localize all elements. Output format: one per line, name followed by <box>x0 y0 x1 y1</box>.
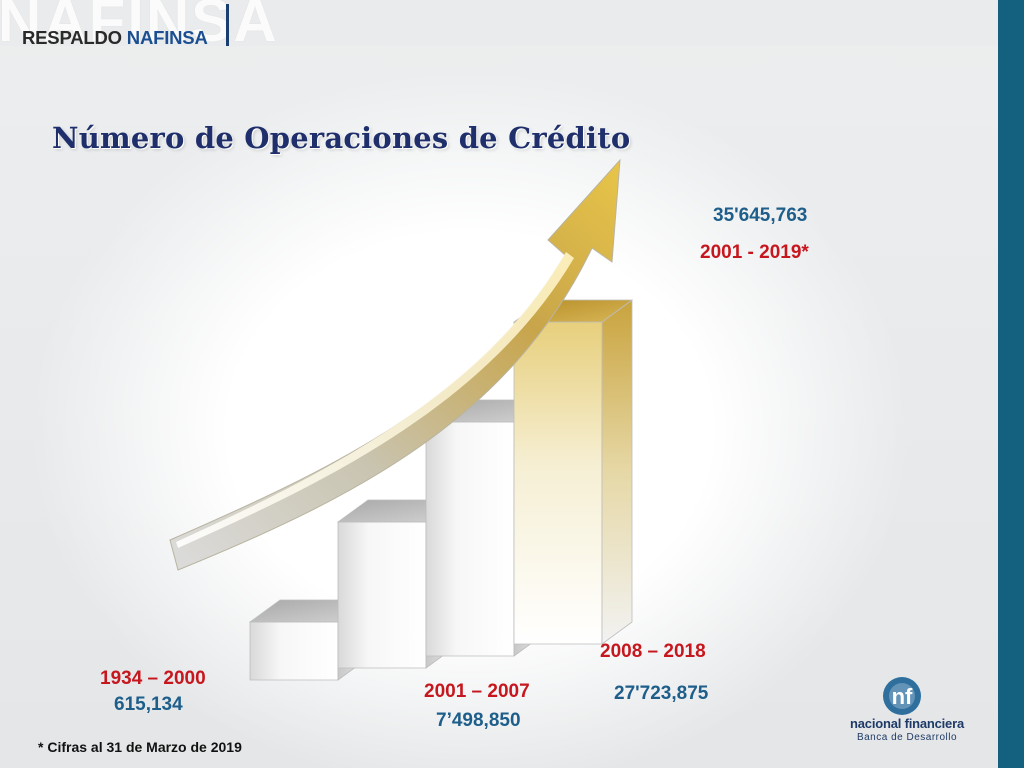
right-side-bar <box>998 0 1024 768</box>
bars-layer <box>248 299 634 681</box>
bar-side-face <box>601 299 633 645</box>
footnote: * Cifras al 31 de Marzo de 2019 <box>38 739 242 755</box>
logo-name: nacional financiera <box>850 716 964 731</box>
header-band <box>0 0 1000 46</box>
brand-watermark: NAFINSA <box>0 0 279 54</box>
bar-front-face <box>425 421 515 657</box>
value-label: 35'645,763 <box>713 205 808 226</box>
category-label: 2001 - 2019* <box>700 242 809 263</box>
bar-front-face <box>337 521 427 669</box>
category-label: 2001 – 2007 <box>424 681 530 702</box>
value-label: 615,134 <box>114 694 183 715</box>
value-label: 27'723,875 <box>614 683 709 704</box>
category-label: 2008 – 2018 <box>600 641 706 662</box>
brand-logo-text: RESPALDO NAFINSA <box>22 27 208 49</box>
brand-separator <box>226 4 229 46</box>
nacional-financiera-logo: nf nacional financiera Banca de Desarrol… <box>832 674 992 744</box>
bar-front-face <box>249 621 339 681</box>
logo-mark-text: nf <box>892 684 913 709</box>
bar <box>512 299 634 645</box>
logo-subtitle: Banca de Desarrollo <box>856 732 958 743</box>
chart-title: Número de Operaciones de Crédito <box>52 121 631 155</box>
nf-logo-icon: nf <box>883 677 921 715</box>
brand-left: RESPALDO <box>22 27 122 48</box>
value-label: 7’498,850 <box>436 710 521 731</box>
trend-arrow <box>169 158 621 571</box>
category-label: 1934 – 2000 <box>100 668 206 689</box>
brand-right: NAFINSA <box>126 27 208 48</box>
bar-front-face <box>513 321 603 645</box>
